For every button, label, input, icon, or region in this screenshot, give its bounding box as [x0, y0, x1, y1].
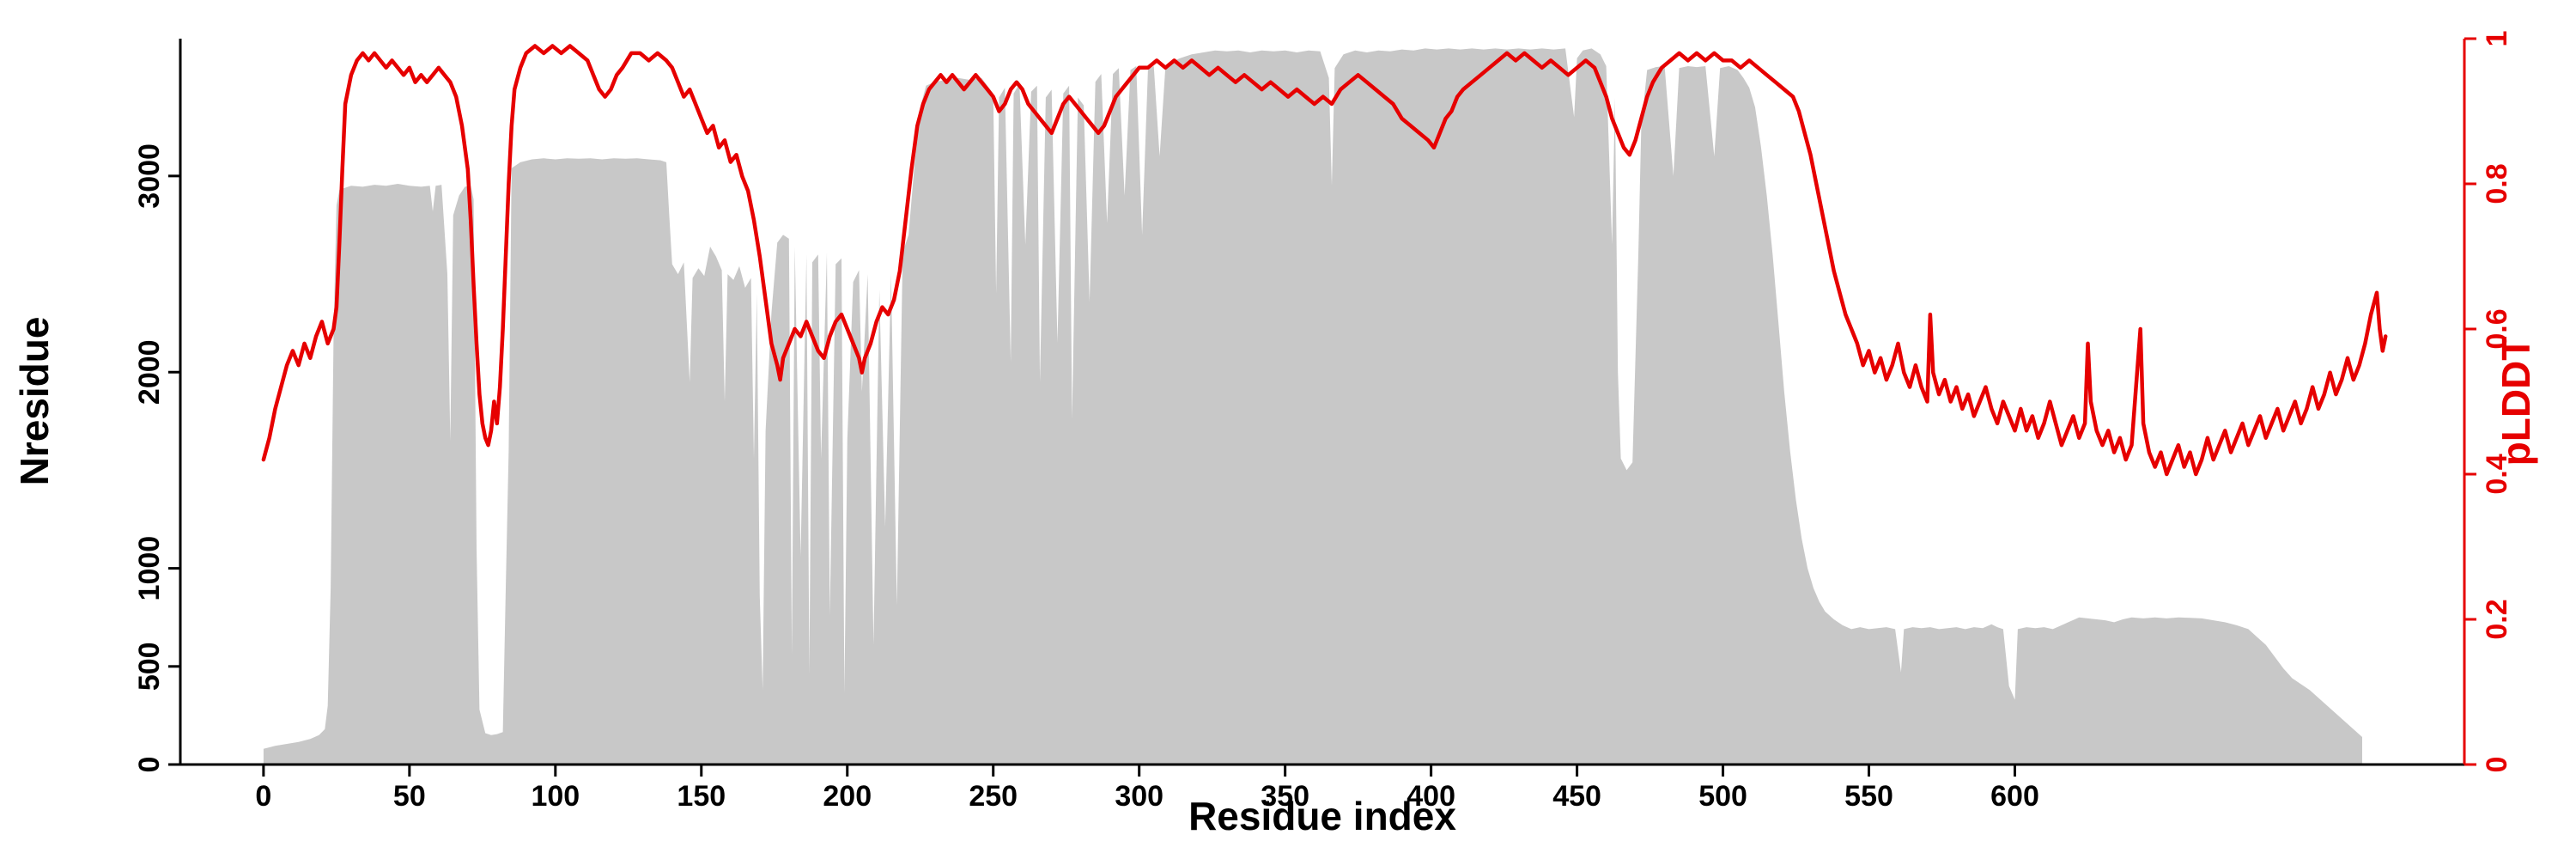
x-tick-label: 450: [1552, 780, 1601, 813]
x-tick-label: 500: [1698, 780, 1747, 813]
right-tick-label: 0.6: [2481, 308, 2513, 349]
x-tick-label: 600: [1990, 780, 2039, 813]
right-axis-title: pLDDT: [2494, 337, 2538, 466]
nresidue-area: [263, 48, 2363, 765]
x-tick-label: 100: [531, 780, 580, 813]
x-tick-label: 400: [1406, 780, 1455, 813]
left-tick-label: 500: [133, 642, 166, 691]
left-tick-label: 3000: [133, 143, 166, 209]
x-tick-label: 0: [255, 780, 271, 813]
x-tick-label: 250: [969, 780, 1018, 813]
plddt-line: [261, 44, 2388, 477]
x-tick-label: 550: [1844, 780, 1893, 813]
x-axis-title: Residue index: [1188, 794, 1456, 838]
right-tick-label: 0: [2481, 757, 2513, 773]
x-tick-label: 350: [1261, 780, 1309, 813]
x-tick-label: 200: [823, 780, 872, 813]
x-tick-label: 50: [393, 780, 426, 813]
right-tick-label: 0.4: [2481, 454, 2513, 494]
x-tick-label: 150: [677, 780, 726, 813]
left-tick-label: 2000: [133, 339, 166, 405]
x-tick-label: 300: [1115, 780, 1163, 813]
left-tick-label: 0: [133, 757, 166, 773]
left-tick-label: 1000: [133, 536, 166, 601]
right-tick-label: 0.2: [2481, 599, 2513, 639]
right-tick-label: 1: [2481, 31, 2513, 47]
left-axis-title: Nresidue: [12, 317, 57, 486]
right-tick-label: 0.8: [2481, 163, 2513, 204]
